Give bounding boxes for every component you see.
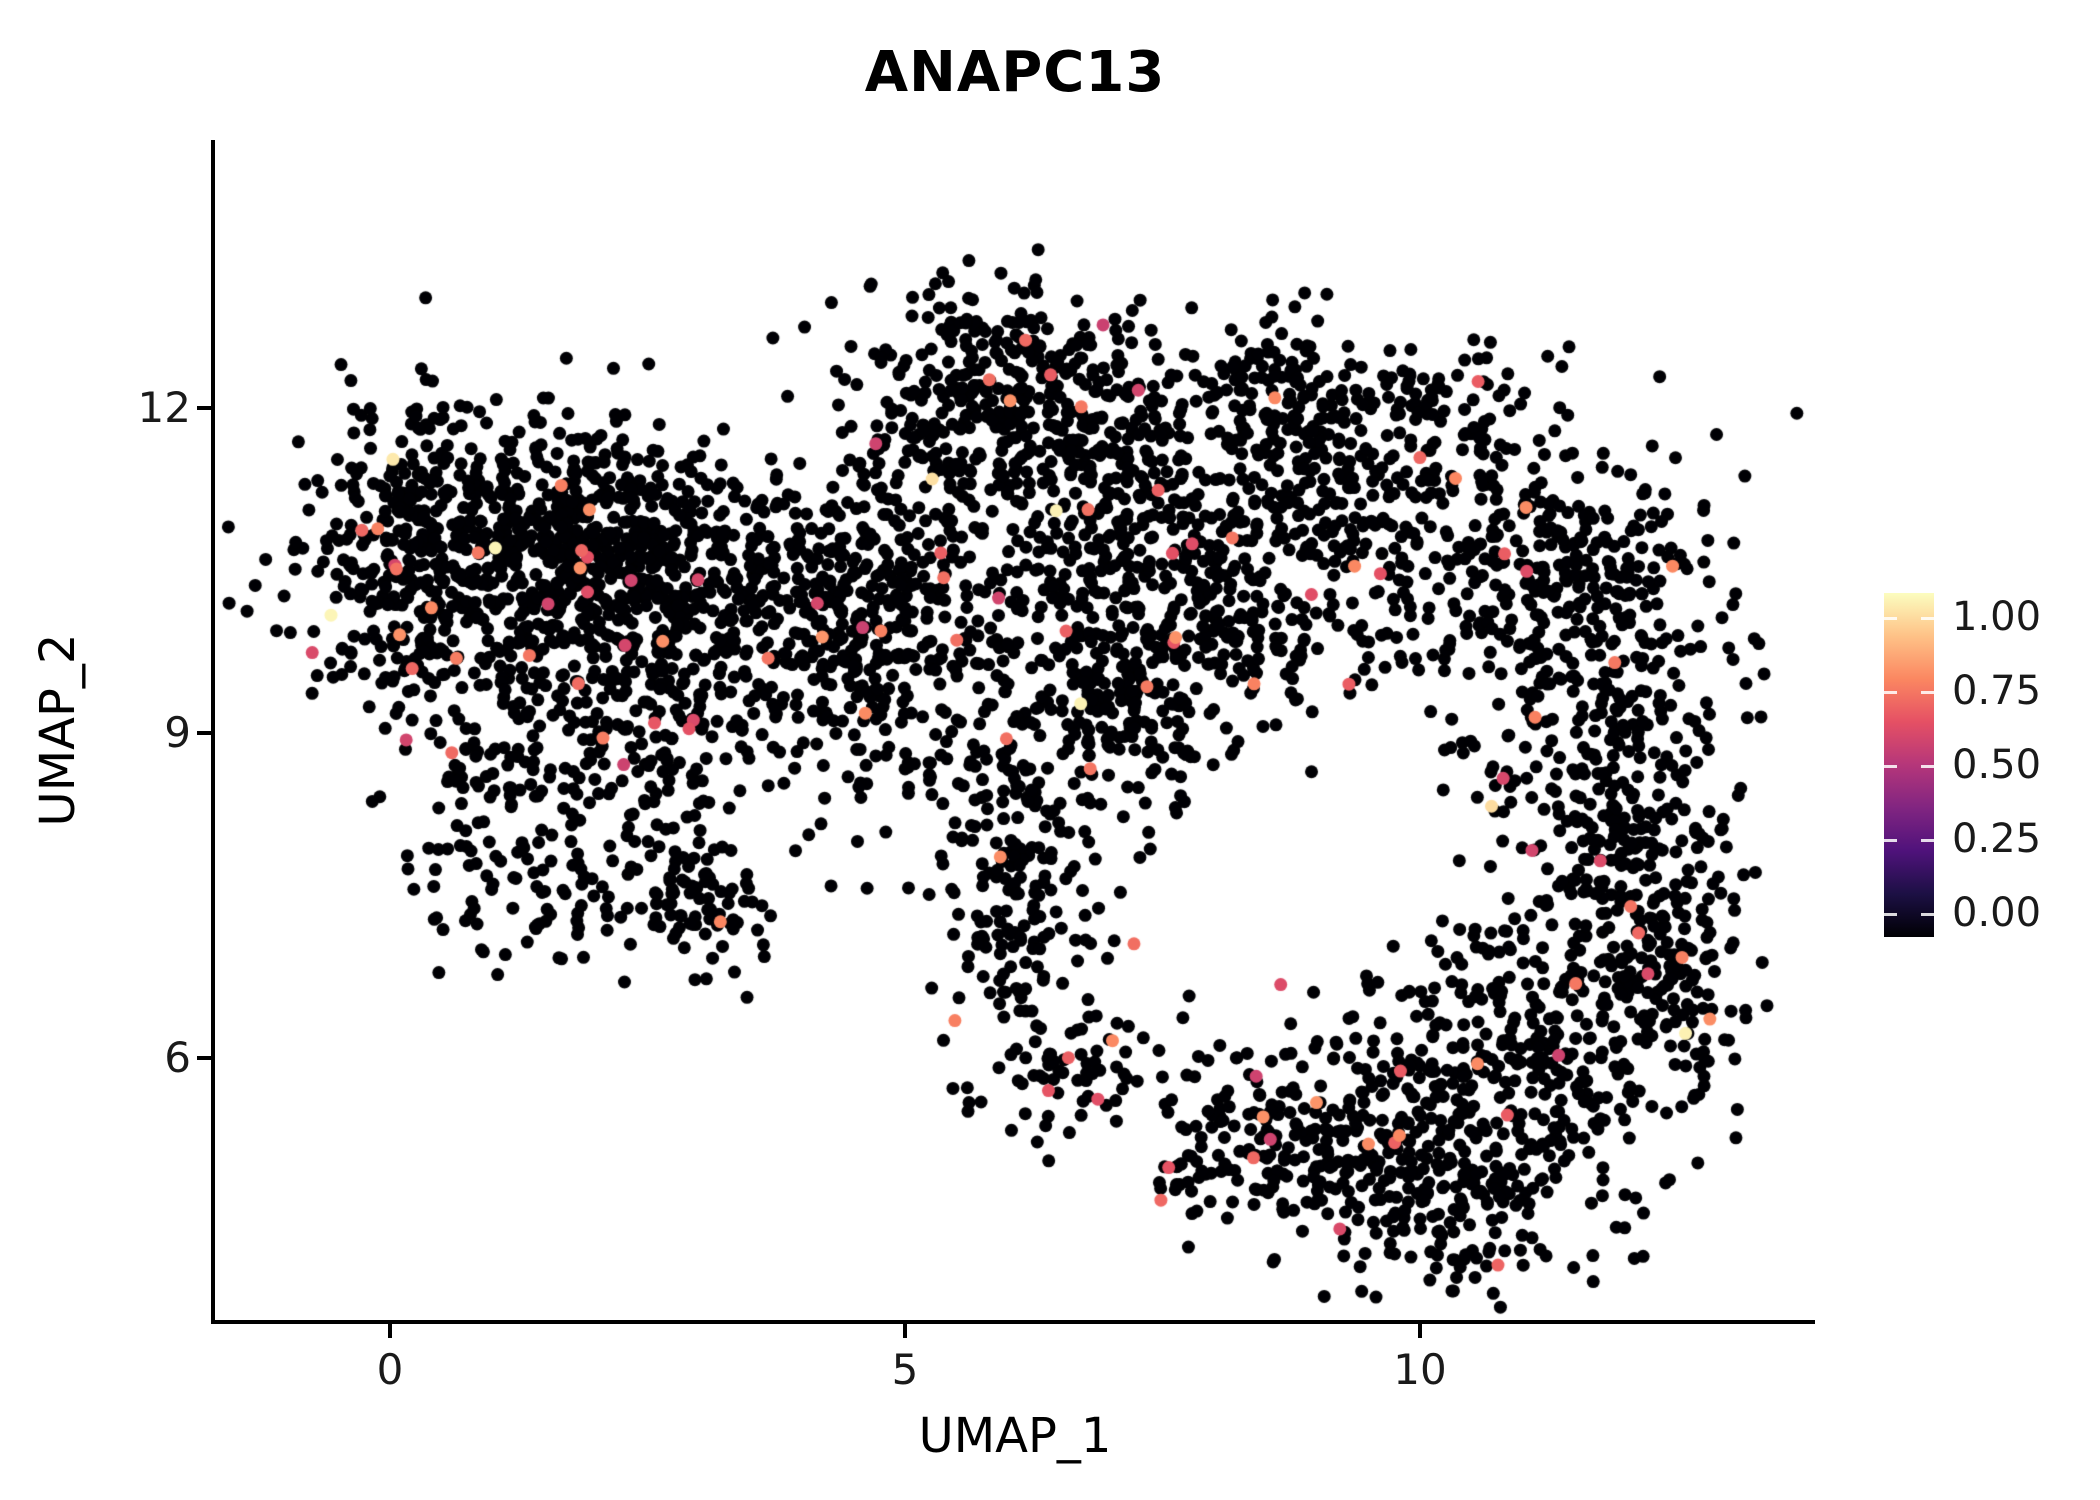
y-tick-9 xyxy=(197,731,211,735)
x-tick-label-10: 10 xyxy=(1393,1345,1447,1394)
colorbar-tick xyxy=(1884,765,1897,768)
colorbar-tick xyxy=(1921,839,1934,842)
y-axis-line xyxy=(211,140,215,1324)
x-tick-0 xyxy=(388,1324,392,1338)
y-tick-label-9: 9 xyxy=(164,708,191,757)
colorbar-label-025: 0.25 xyxy=(1952,816,2042,862)
x-tick-10 xyxy=(1418,1324,1422,1338)
colorbar-tick xyxy=(1921,765,1934,768)
x-axis-line xyxy=(211,1320,1815,1324)
y-tick-label-6: 6 xyxy=(164,1033,191,1082)
colorbar-tick xyxy=(1884,839,1897,842)
colorbar-gradient xyxy=(1884,593,1934,937)
umap-scatter-canvas xyxy=(215,140,1815,1320)
chart-title: ANAPC13 xyxy=(864,40,1166,105)
colorbar-label-050: 0.50 xyxy=(1952,742,2042,788)
x-axis-title: UMAP_1 xyxy=(918,1408,1112,1464)
x-tick-label-0: 0 xyxy=(376,1345,404,1394)
y-tick-12 xyxy=(197,406,211,410)
colorbar-label-075: 0.75 xyxy=(1952,668,2042,714)
y-tick-label-12: 12 xyxy=(137,383,191,432)
colorbar-tick xyxy=(1884,617,1897,620)
colorbar-tick xyxy=(1884,691,1897,694)
y-tick-6 xyxy=(197,1056,211,1060)
y-axis-title: UMAP_2 xyxy=(30,633,86,827)
colorbar-tick xyxy=(1921,617,1934,620)
colorbar-label-100: 1.00 xyxy=(1952,594,2042,640)
colorbar-tick xyxy=(1921,691,1934,694)
x-tick-label-5: 5 xyxy=(891,1345,919,1394)
colorbar-tick xyxy=(1921,913,1934,916)
colorbar-label-000: 0.00 xyxy=(1952,890,2042,936)
colorbar-tick xyxy=(1884,913,1897,916)
x-tick-5 xyxy=(903,1324,907,1338)
